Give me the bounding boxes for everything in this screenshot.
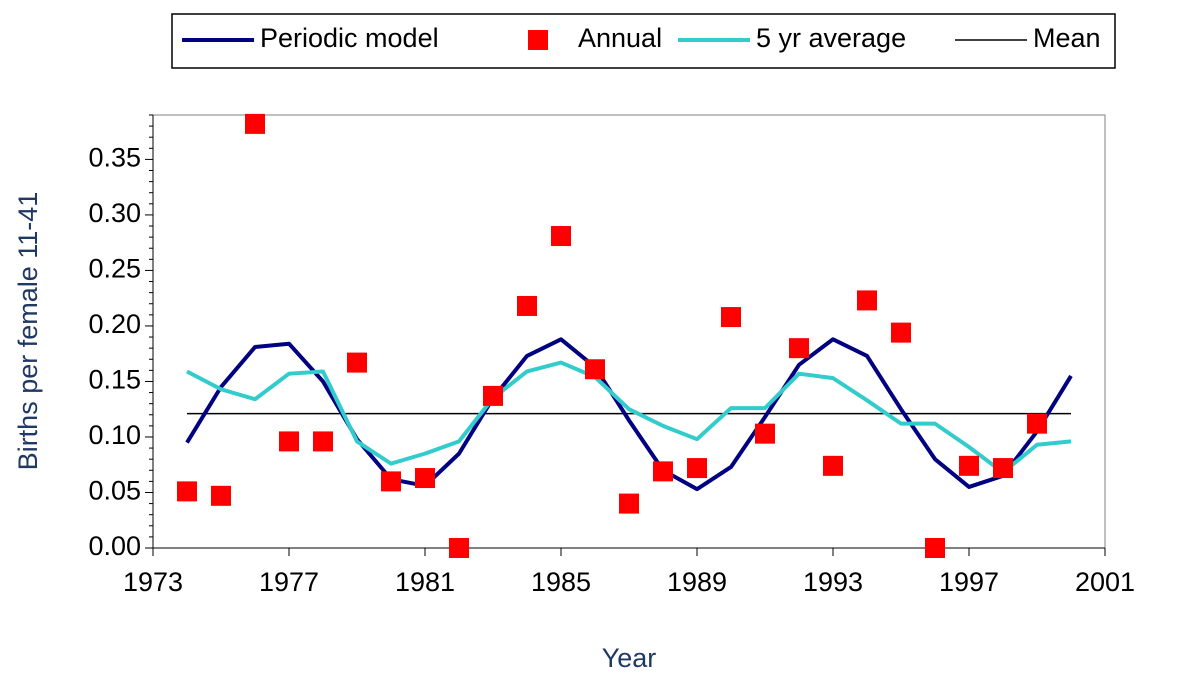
marker <box>313 431 333 452</box>
marker <box>755 423 775 444</box>
marker <box>551 226 571 247</box>
legend-label: Mean <box>1033 23 1101 53</box>
legend-marker <box>528 30 548 50</box>
marker <box>721 307 741 328</box>
marker <box>245 113 265 134</box>
marker <box>449 538 469 558</box>
y-tick-label: 0.35 <box>88 143 141 173</box>
marker <box>619 493 639 514</box>
marker <box>347 352 367 373</box>
marker <box>789 338 809 359</box>
y-tick-label: 0.10 <box>88 420 141 450</box>
marker <box>1027 413 1047 434</box>
x-tick-label: 1977 <box>259 567 319 597</box>
legend-label: 5 yr average <box>756 23 906 53</box>
marker <box>857 290 877 311</box>
x-tick-label: 1985 <box>531 567 591 597</box>
y-tick-label: 0.15 <box>88 365 141 395</box>
series-line <box>186 360 1072 475</box>
x-tick-label: 1989 <box>667 567 727 597</box>
y-tick-label: 0.00 <box>88 531 141 561</box>
marker <box>211 485 231 506</box>
y-tick-label: 0.20 <box>88 309 141 339</box>
marker <box>687 458 707 479</box>
y-axis-label: Births per female 11-41 <box>13 192 43 471</box>
legend-label: Periodic model <box>260 23 439 53</box>
x-tick-label: 1997 <box>939 567 999 597</box>
marker <box>959 455 979 476</box>
x-tick-label: 1981 <box>395 567 455 597</box>
x-axis-label: Year <box>602 643 657 673</box>
marker <box>415 468 435 489</box>
y-tick-label: 0.05 <box>88 476 141 506</box>
marker <box>891 322 911 343</box>
marker <box>279 431 299 452</box>
x-tick-label: 2001 <box>1075 567 1135 597</box>
marker <box>653 461 673 482</box>
marker <box>381 471 401 492</box>
marker <box>483 385 503 406</box>
legend-label: Annual <box>578 23 662 53</box>
series-line <box>185 337 1073 492</box>
marker <box>993 458 1013 479</box>
y-tick-label: 0.25 <box>88 254 141 284</box>
legend-box <box>171 13 1116 69</box>
marker <box>925 538 945 558</box>
marker <box>517 295 537 316</box>
x-tick-label: 1973 <box>123 567 183 597</box>
x-tick-label: 1993 <box>803 567 863 597</box>
y-tick-label: 0.30 <box>88 198 141 228</box>
marker <box>177 481 197 502</box>
marker <box>585 359 605 380</box>
marker <box>823 455 843 476</box>
